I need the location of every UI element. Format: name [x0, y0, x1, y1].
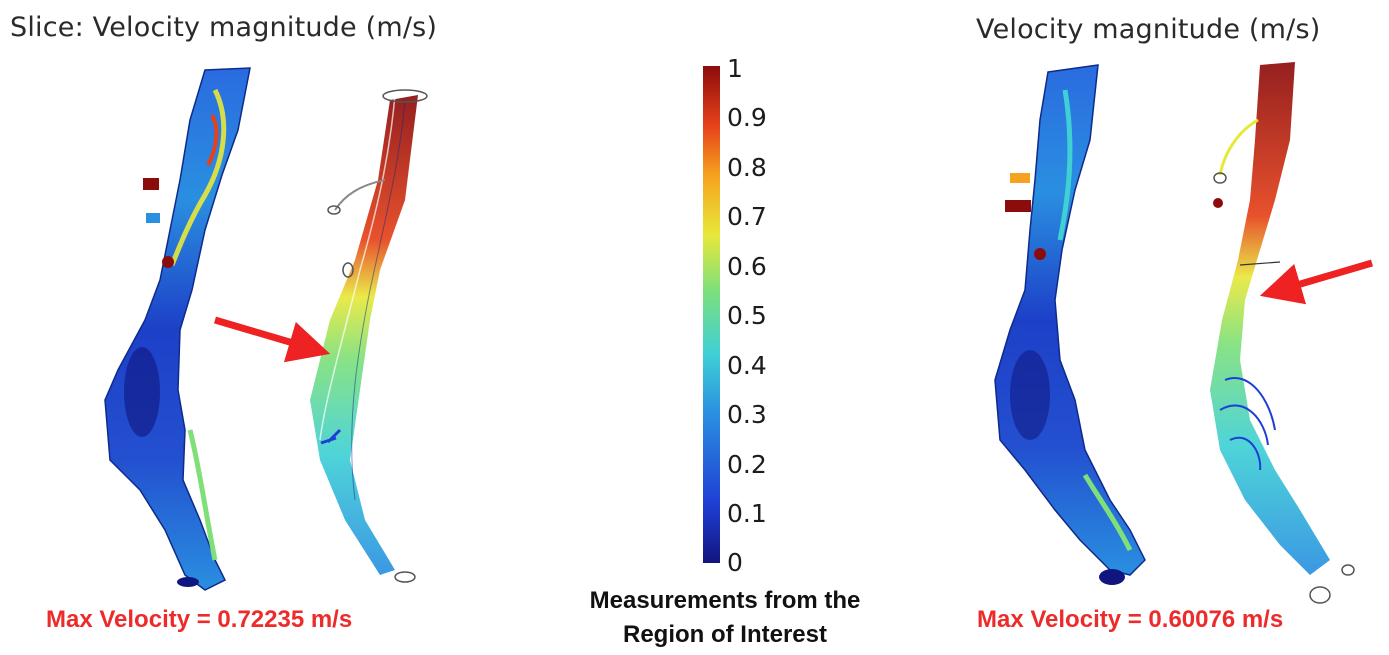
left-streamlines — [310, 89, 428, 583]
colorbar-tick: 0.7 — [727, 202, 767, 231]
colorbar-tick: 1 — [727, 54, 743, 83]
caption-line-1: Measurements from the — [589, 587, 861, 614]
colorbar-tick: 0 — [727, 548, 743, 577]
left-panel-title: Slice: Velocity magnitude (m/s) — [10, 12, 438, 43]
colorbar-caption: Measurements from the Region of Interest — [535, 584, 915, 652]
left-slice-vessel — [104, 67, 251, 591]
colorbar-gradient — [703, 66, 720, 563]
right-max-velocity: Max Velocity = 0.60076 m/s — [977, 606, 1284, 633]
colorbar-tick: 0.6 — [727, 252, 767, 281]
colorbar-tick: 0.3 — [727, 400, 767, 429]
right-arrow — [1259, 259, 1373, 305]
colorbar-tick: 0.4 — [727, 351, 767, 380]
caption-line-2: Region of Interest — [622, 621, 827, 648]
right-streamlines — [1210, 62, 1355, 604]
colorbar-tick: 0.8 — [727, 153, 767, 182]
left-max-velocity: Max Velocity = 0.72235 m/s — [46, 606, 353, 633]
right-slice-vessel — [994, 64, 1146, 585]
left-arrow — [214, 316, 331, 363]
colorbar-tick: 0.2 — [727, 450, 767, 479]
colorbar-tick: 0.5 — [727, 301, 767, 330]
right-panel-title: Velocity magnitude (m/s) — [976, 14, 1321, 45]
colorbar-tick: 0.9 — [727, 103, 767, 132]
colorbar-tick: 0.1 — [727, 499, 767, 528]
